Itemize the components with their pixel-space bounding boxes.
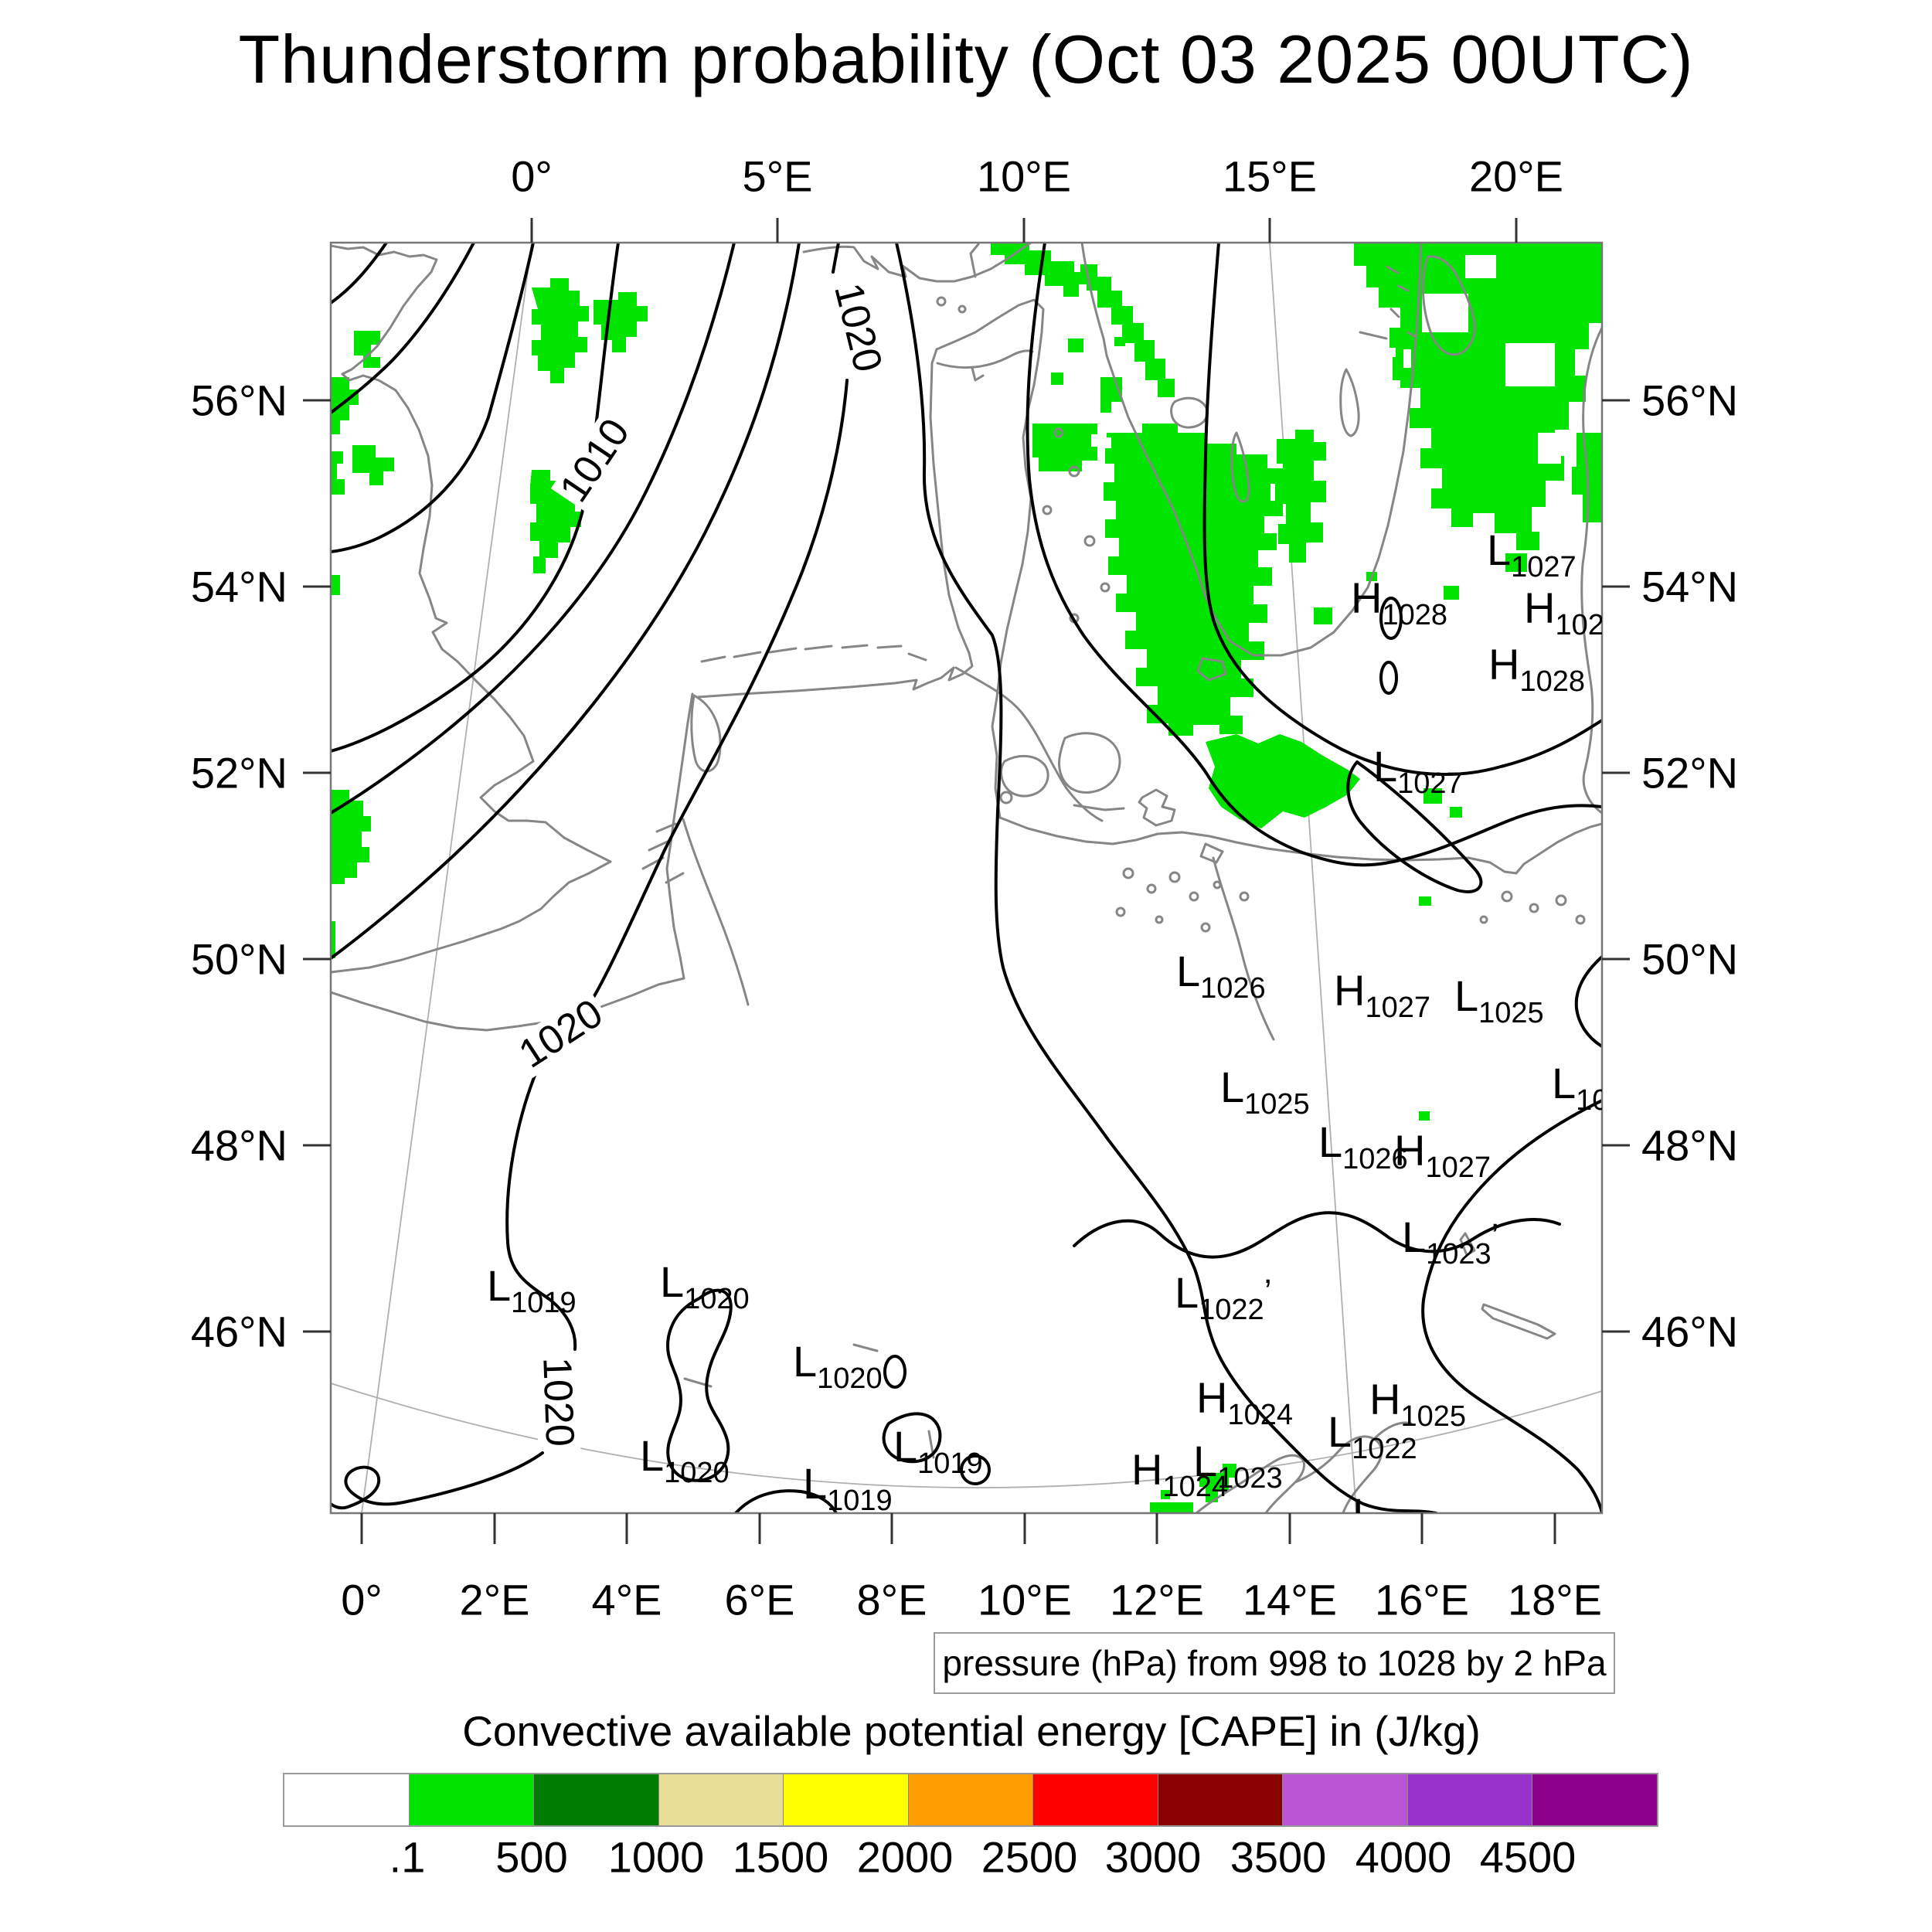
bottom-axis-label: 2°E	[459, 1575, 530, 1624]
pressure-center-label: L1020	[660, 1257, 750, 1315]
pressure-center-label: H1024	[1196, 1373, 1293, 1431]
bottom-axis-label: 10°E	[977, 1575, 1073, 1624]
colorbar-tick-label: 4500	[1479, 1832, 1577, 1882]
pressure-caption-text: pressure (hPa) from 998 to 1028 by 2 hPa	[942, 1643, 1607, 1683]
colorbar-tick-label: 1000	[607, 1832, 705, 1882]
pressure-center-label: H1027	[1334, 966, 1430, 1024]
colorbar-cell	[658, 1774, 784, 1825]
pressure-center-label: H1028	[1488, 640, 1585, 698]
colorbar-cell	[783, 1774, 908, 1825]
colorbar-cell	[1032, 1774, 1158, 1825]
top-axis-label: 10°E	[976, 151, 1072, 201]
colorbar-cell	[533, 1774, 658, 1825]
right-axis-label: 50°N	[1641, 934, 1739, 984]
top-axis-label: 5°E	[742, 151, 813, 201]
bottom-axis-label: 14°E	[1242, 1575, 1338, 1624]
right-axis-label: 52°N	[1641, 748, 1739, 798]
pressure-center-label: H1024	[1131, 1445, 1228, 1503]
colorbar-tick-label: .1	[389, 1832, 426, 1882]
bottom-axis-label: 6°E	[724, 1575, 795, 1624]
pressure-center-label: L1019	[803, 1459, 893, 1514]
left-axis-label: 50°N	[190, 934, 287, 984]
bottom-axis-label: 0°	[341, 1575, 383, 1624]
pressure-center-label: H1025	[1369, 1375, 1466, 1433]
right-axis-label: 54°N	[1641, 562, 1739, 611]
pressure-center-label: L1027	[1487, 526, 1577, 583]
pressure-center-label: L1027	[1373, 742, 1463, 800]
isobar-contours	[331, 243, 1602, 1513]
map-label-layer: L1027H1028H1028H1028L1027L1026H1027L1025…	[331, 243, 1602, 1513]
colorbar-cell	[1282, 1774, 1407, 1825]
colorbar-cell	[284, 1774, 409, 1825]
colorbar-cell	[408, 1774, 534, 1825]
bottom-axis-label: 8°E	[856, 1575, 927, 1624]
left-axis-label: 54°N	[190, 562, 287, 611]
top-axis-label: 0°	[511, 151, 553, 201]
left-axis-label: 56°N	[190, 376, 287, 425]
pressure-center-label: L1025	[1552, 1059, 1602, 1117]
colorbar-cell	[1157, 1774, 1283, 1825]
pressure-center-label: L1023	[1193, 1437, 1283, 1495]
right-axis-label: 48°N	[1641, 1121, 1739, 1170]
colorbar-cell	[1532, 1774, 1658, 1825]
pressure-center-label: L1025	[1220, 1063, 1310, 1121]
pressure-center-label: L1025	[1454, 971, 1544, 1029]
pressure-center-label: H1027	[1394, 1126, 1491, 1184]
colorbar-tick-label: 2500	[981, 1832, 1078, 1882]
colorbar-tick-label: 1500	[732, 1832, 829, 1882]
top-axis-label: 15°E	[1222, 151, 1318, 201]
colorbar-tick-label: 3000	[1104, 1832, 1202, 1882]
left-axis-label: 46°N	[190, 1307, 287, 1356]
pressure-center-label: L1019	[893, 1422, 983, 1480]
pressure-center-label: H1028	[1524, 583, 1602, 641]
map-frame-and-ticks	[303, 218, 1630, 1544]
pressure-center-label: L1022’	[1175, 1268, 1272, 1326]
pressure-centers: L1027H1028H1028H1028L1027L1026H1027L1025…	[331, 243, 1602, 1514]
top-axis-label: 20°E	[1468, 151, 1564, 201]
colorbar-cell	[1406, 1774, 1532, 1825]
pressure-caption-box: pressure (hPa) from 998 to 1028 by 2 hPa	[934, 1632, 1615, 1694]
pressure-center-label: L1020	[640, 1431, 730, 1489]
pressure-center-label: L1022	[1328, 1407, 1417, 1465]
pressure-center-label: H1028	[1351, 573, 1447, 631]
colorbar-tick-label: 3500	[1230, 1832, 1327, 1882]
cape-colorbar	[283, 1773, 1658, 1827]
pressure-center-label: L1026	[1318, 1117, 1408, 1175]
colorbar-cell	[907, 1774, 1033, 1825]
bottom-axis-label: 16°E	[1374, 1575, 1470, 1624]
bottom-axis-label: 4°E	[591, 1575, 662, 1624]
pressure-center-label: L1026	[1176, 947, 1266, 1005]
coastlines	[331, 243, 1602, 1513]
right-axis-label: 46°N	[1641, 1307, 1739, 1356]
page-title: Thunderstorm probability (Oct 03 2025 00…	[238, 21, 1694, 97]
pressure-center-label: L1023’	[1402, 1213, 1499, 1270]
pressure-center-label: L1020	[793, 1337, 883, 1395]
pressure-center-label: L1022	[1352, 1492, 1442, 1514]
cape-area-holes	[1422, 255, 1561, 464]
legend-title: Convective available potential energy [C…	[462, 1707, 1481, 1755]
colorbar-tick-label: 500	[495, 1832, 568, 1882]
left-axis-label: 48°N	[190, 1121, 287, 1170]
colorbar-tick-label: 4000	[1355, 1832, 1452, 1882]
colorbar-tick-label: 2000	[856, 1832, 954, 1882]
bottom-axis-label: 12°E	[1109, 1575, 1205, 1624]
pressure-center-label: L1019	[487, 1261, 577, 1319]
left-axis-label: 52°N	[190, 748, 287, 798]
right-axis-label: 56°N	[1641, 376, 1739, 425]
bottom-axis-label: 18°E	[1507, 1575, 1603, 1624]
